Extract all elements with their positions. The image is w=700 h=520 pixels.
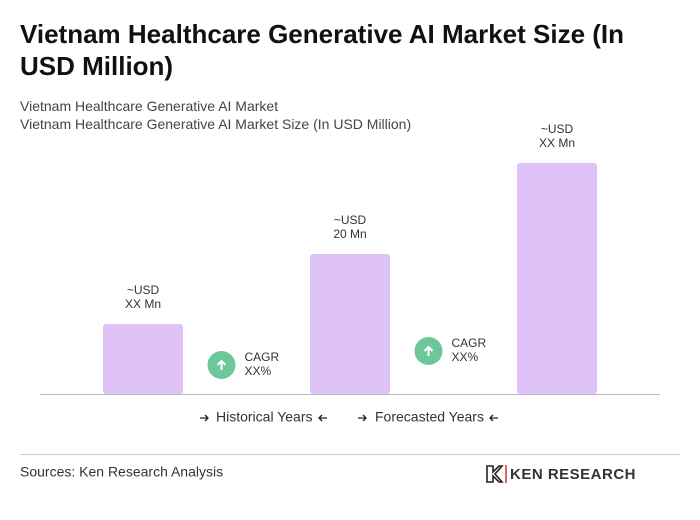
bar (517, 163, 597, 394)
source: Sources: Ken Research Analysis (20, 464, 223, 480)
value-label: ~USD 20 Mn (333, 213, 366, 241)
legend-arrow (358, 414, 367, 422)
legend-arrow (489, 414, 498, 422)
legend-arrow (200, 414, 209, 422)
legend-label: Historical Years (216, 409, 313, 425)
brand: KEN RESEARCH (510, 466, 636, 483)
legend-label: Forecasted Years (375, 409, 484, 425)
legend-arrow (318, 414, 327, 422)
bar (310, 254, 390, 394)
cagr-label: CAGR XX% (452, 336, 487, 364)
cagr-arrow (216, 359, 227, 370)
brand-logo: KEN RESEARCH (486, 465, 636, 483)
cagr-arrow (423, 345, 434, 356)
value-label: ~USD XX Mn (125, 283, 161, 311)
subtitle: Vietnam Healthcare Generative AI Market (20, 98, 279, 114)
cagr-label: CAGR XX% (245, 350, 280, 378)
value-label: ~USD XX Mn (539, 122, 575, 150)
chart-title: Vietnam Healthcare Generative AI Market … (20, 19, 625, 81)
bar (103, 324, 183, 394)
subtitle: Vietnam Healthcare Generative AI Market … (20, 116, 412, 132)
